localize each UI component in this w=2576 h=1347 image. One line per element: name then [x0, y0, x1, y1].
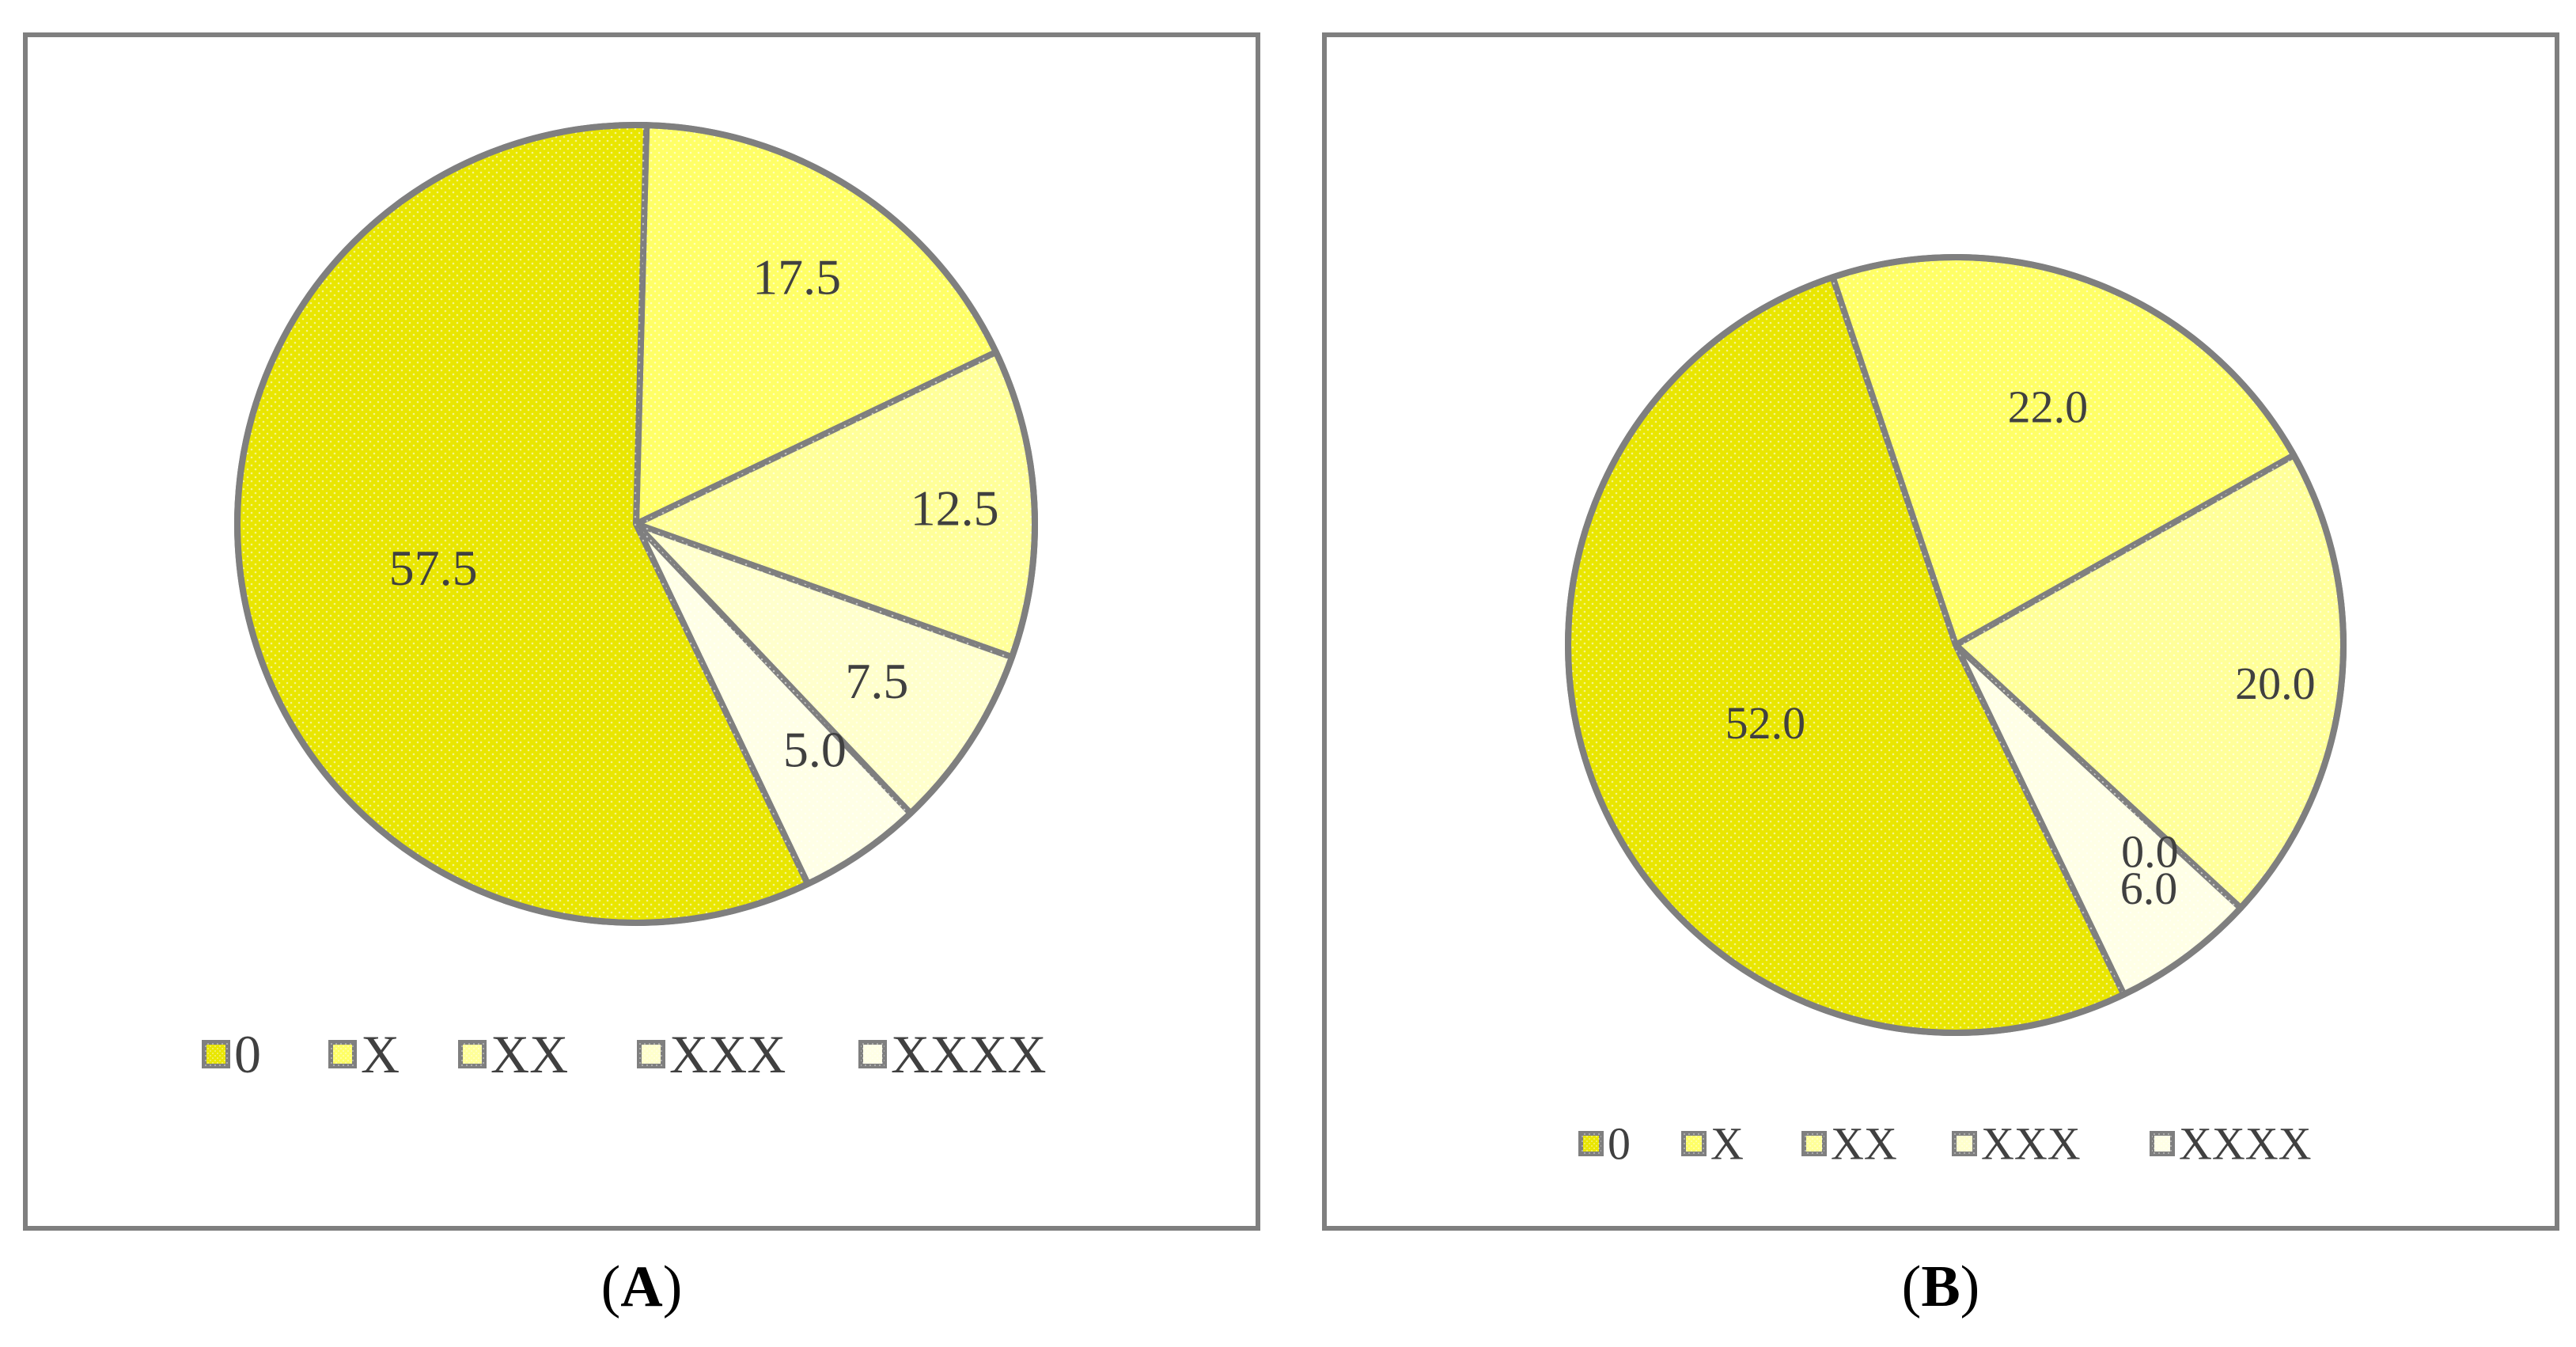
data-label-x: 22.0	[2008, 381, 2089, 433]
data-label-xx: 12.5	[911, 480, 999, 536]
data-label-xxx: 7.5	[845, 653, 908, 709]
pie-slice-texture-xxxx	[1956, 645, 2241, 995]
data-label-xxxx: 5.0	[783, 721, 847, 777]
legend-label-xxxx: XXXX	[891, 1024, 1046, 1084]
data-label-0: 52.0	[1726, 697, 1806, 749]
pie-slice-texture-x	[636, 125, 996, 524]
legend-label-0: 0	[234, 1024, 261, 1084]
legend-label-x: X	[1710, 1118, 1744, 1170]
panel-a-caption: (A)	[601, 1254, 683, 1319]
legend-swatch-texture-xxxx	[2152, 1133, 2173, 1154]
pie-chart-b: 52.0 22.0 20.0 0.06.0	[1565, 254, 2347, 1036]
pie-chart-a: 57.5 17.5 12.5 7.5 5.0	[234, 122, 1038, 926]
data-label-x: 17.5	[752, 249, 841, 305]
legend-label-xx: XX	[1831, 1118, 1897, 1170]
legend-swatch-texture-xx	[1804, 1133, 1824, 1154]
legend-swatch-texture-xxx	[639, 1042, 663, 1066]
data-label-xxx: 0.0	[2121, 826, 2179, 878]
legend-swatch-texture-xx	[460, 1042, 484, 1066]
legend-label-xxxx: XXXX	[2179, 1118, 2312, 1170]
data-label-xx: 20.0	[2235, 658, 2316, 709]
legend-a: 0 X XX XXX XXXX	[202, 1024, 1046, 1084]
legend-swatch-texture-x	[331, 1042, 354, 1066]
panel-a-caption-letter: A	[620, 1254, 662, 1319]
legend-swatch-texture-xxx	[1954, 1133, 1975, 1154]
data-label-xxxx: 6.0	[2120, 863, 2178, 914]
pie-slice-texture-0	[237, 125, 808, 924]
pie-slice-texture-xxxx	[636, 524, 911, 884]
legend-label-xxx: XXX	[669, 1024, 786, 1084]
legend-swatch-texture-x	[1684, 1133, 1704, 1154]
panel-b-caption-letter: B	[1921, 1254, 1960, 1319]
legend-label-0: 0	[1608, 1118, 1631, 1170]
pie-slice-texture-xx	[636, 352, 1035, 658]
pie-outline	[1565, 254, 2347, 1036]
legend-label-xx: XX	[491, 1024, 568, 1084]
legend-swatch-texture-0	[1581, 1133, 1601, 1154]
data-label-0: 57.5	[389, 540, 478, 596]
pie-slice-texture-x	[1832, 257, 2294, 645]
pie-outline	[234, 122, 1038, 926]
legend-b: 0 X XX XXX XXXX	[1578, 1118, 2312, 1170]
legend-label-x: X	[361, 1024, 400, 1084]
pie-slice-texture-xxx	[636, 524, 1013, 814]
legend-swatch-texture-0	[204, 1042, 228, 1066]
legend-swatch-texture-xxxx	[861, 1042, 885, 1066]
legend-label-xxx: XXX	[1981, 1118, 2081, 1170]
panel-b-caption: (B)	[1902, 1254, 1980, 1319]
pie-slice-texture-0	[1568, 277, 2124, 1033]
pie-slice-texture-xx	[1956, 455, 2343, 909]
